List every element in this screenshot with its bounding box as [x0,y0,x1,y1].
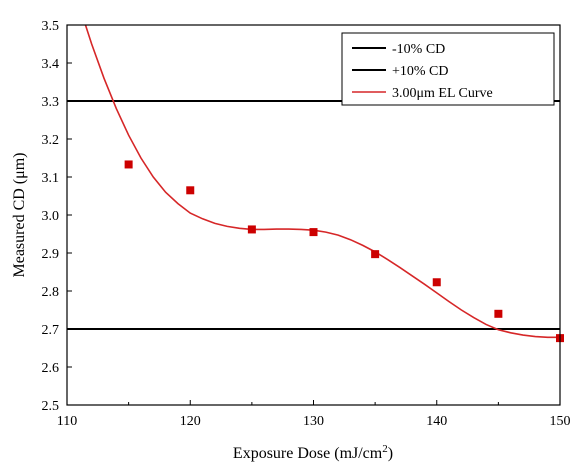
x-axis-label-end: ) [388,445,393,462]
y-tick-label: 2.6 [42,361,60,376]
legend-label-minus-10-cd: -10% CD [392,42,445,57]
x-tick-label: 150 [550,414,571,429]
y-tick-label: 3.1 [42,171,60,186]
data-point [494,309,503,318]
x-tick-label: 110 [57,414,77,429]
data-point [124,160,133,169]
legend-label-el-curve: 3.00μm EL Curve [392,86,493,101]
x-axis-label: Exposure Dose (mJ/cm2) [233,443,393,462]
data-point [186,186,195,195]
y-tick-label: 3.3 [42,95,60,110]
y-tick-label: 3.4 [42,57,60,72]
y-tick-label: 3.0 [42,209,60,224]
y-axis-label: Measured CD (μm) [11,153,28,278]
data-point [309,228,318,237]
y-tick-label: 2.5 [42,399,60,414]
data-point [432,278,441,287]
y-axis-ticks: 2.5 2.6 2.7 2.8 2.9 3.0 3.1 3.2 3.3 3.4 3.5 [42,19,72,414]
x-tick-label: 130 [303,414,324,429]
data-point [371,250,380,259]
y-tick-label: 3.5 [42,19,60,34]
data-point [247,225,256,234]
x-axis-ticks: 110 120 130 140 150 [57,400,571,429]
y-tick-label: 2.7 [42,323,60,338]
x-axis-label-superscript: 2 [382,443,388,455]
y-tick-label: 2.9 [42,247,60,262]
x-tick-label: 120 [180,414,201,429]
el-curve-line [84,24,560,339]
y-tick-label: 2.8 [42,285,60,300]
x-axis-label-main: Exposure Dose (mJ/cm [233,445,383,462]
legend: -10% CD +10% CD 3.00μm EL Curve [341,32,555,106]
x-tick-label: 140 [426,414,447,429]
legend-label-plus-10-cd: +10% CD [392,64,449,79]
y-tick-label: 3.2 [42,133,60,148]
